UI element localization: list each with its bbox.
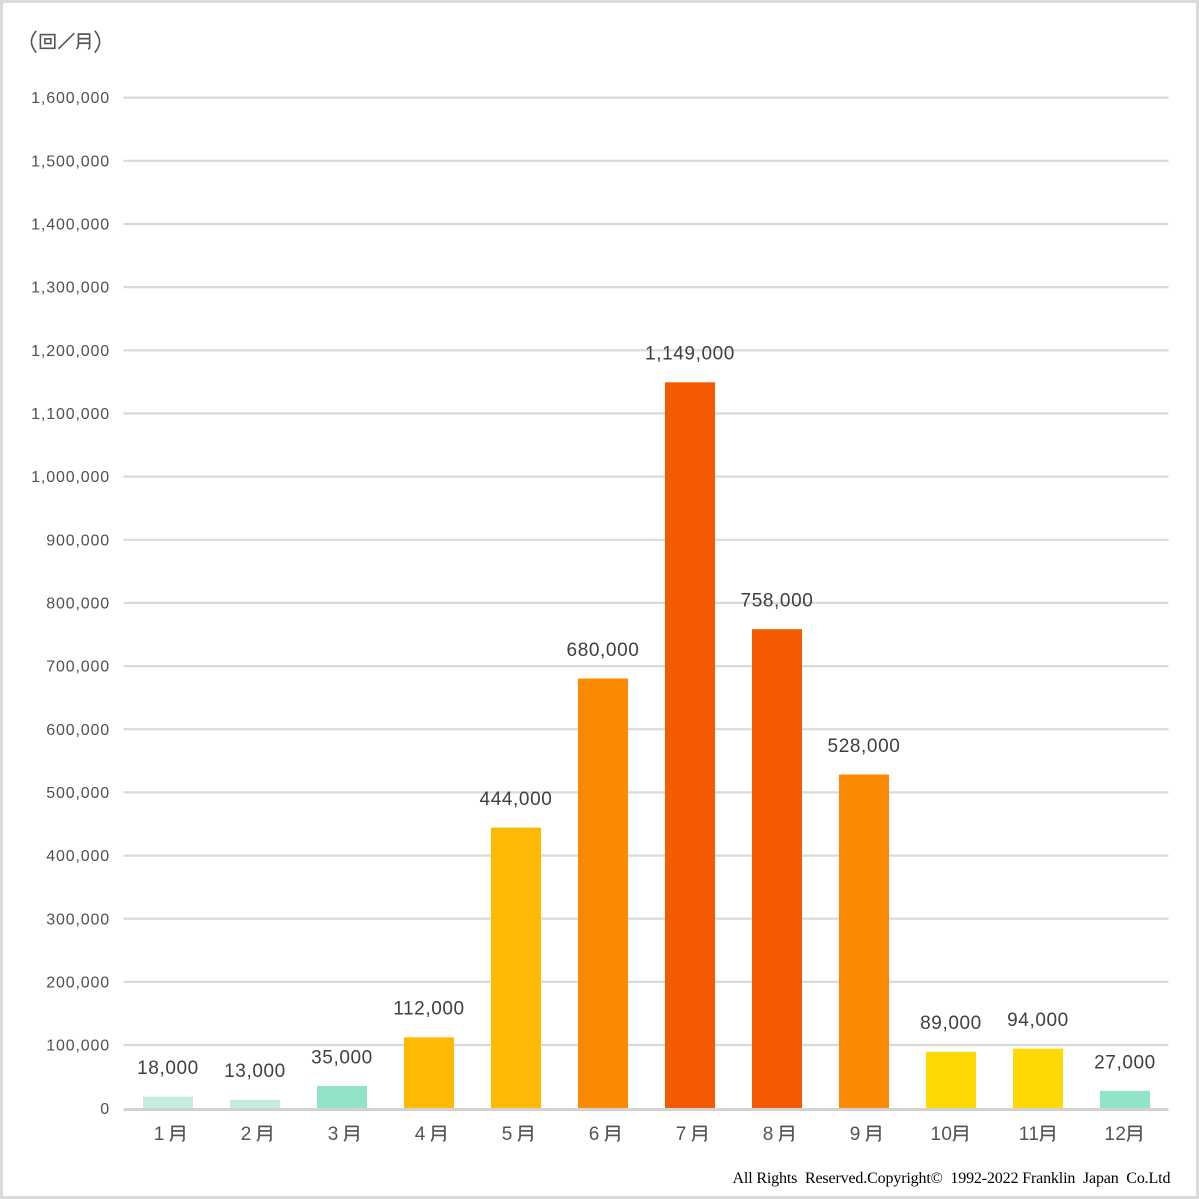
svg-text:1,149,000: 1,149,000	[645, 344, 735, 365]
svg-text:7: 7	[676, 1124, 687, 1145]
svg-text:13,000: 13,000	[224, 1061, 286, 1082]
svg-text:94,000: 94,000	[1007, 1010, 1069, 1031]
svg-text:89,000: 89,000	[920, 1013, 982, 1034]
svg-text:1,300,000: 1,300,000	[31, 280, 110, 297]
svg-text:3: 3	[328, 1124, 339, 1145]
svg-text:6: 6	[589, 1124, 600, 1145]
svg-text:27,000: 27,000	[1094, 1052, 1156, 1073]
svg-text:35,000: 35,000	[311, 1047, 373, 1068]
svg-text:1: 1	[154, 1124, 165, 1145]
svg-text:1,100,000: 1,100,000	[31, 406, 110, 423]
svg-text:2: 2	[241, 1124, 252, 1145]
svg-text:400,000: 400,000	[46, 848, 110, 865]
svg-text:1,200,000: 1,200,000	[31, 343, 110, 360]
svg-text:All Rights Reserved.Copyright: All Rights Reserved.Copyright© 1992-2022…	[733, 1170, 1171, 1187]
svg-text:112,000: 112,000	[393, 999, 464, 1020]
svg-text:1,600,000: 1,600,000	[31, 90, 110, 107]
svg-text:1,000,000: 1,000,000	[31, 469, 110, 486]
svg-text:680,000: 680,000	[567, 640, 640, 661]
svg-text:11: 11	[1019, 1124, 1040, 1145]
svg-text:1,500,000: 1,500,000	[31, 153, 110, 170]
svg-text:12: 12	[1104, 1124, 1126, 1145]
svg-text:1,400,000: 1,400,000	[31, 217, 110, 234]
svg-text:758,000: 758,000	[741, 591, 814, 612]
svg-text:600,000: 600,000	[46, 722, 110, 739]
svg-text:5: 5	[502, 1124, 513, 1145]
svg-text:800,000: 800,000	[46, 596, 110, 613]
svg-text:528,000: 528,000	[828, 736, 901, 757]
svg-text:8: 8	[763, 1124, 774, 1145]
svg-text:18,000: 18,000	[137, 1058, 199, 1079]
svg-text:4: 4	[415, 1124, 426, 1145]
svg-text:444,000: 444,000	[480, 789, 553, 810]
svg-text:100,000: 100,000	[46, 1038, 110, 1055]
svg-text:500,000: 500,000	[46, 785, 110, 802]
svg-text:200,000: 200,000	[46, 975, 110, 992]
svg-text:10: 10	[930, 1124, 952, 1145]
svg-text:0: 0	[100, 1101, 110, 1118]
svg-text:300,000: 300,000	[46, 911, 110, 928]
svg-text:900,000: 900,000	[46, 532, 110, 549]
svg-text:9: 9	[850, 1124, 861, 1145]
svg-text:700,000: 700,000	[46, 659, 110, 676]
